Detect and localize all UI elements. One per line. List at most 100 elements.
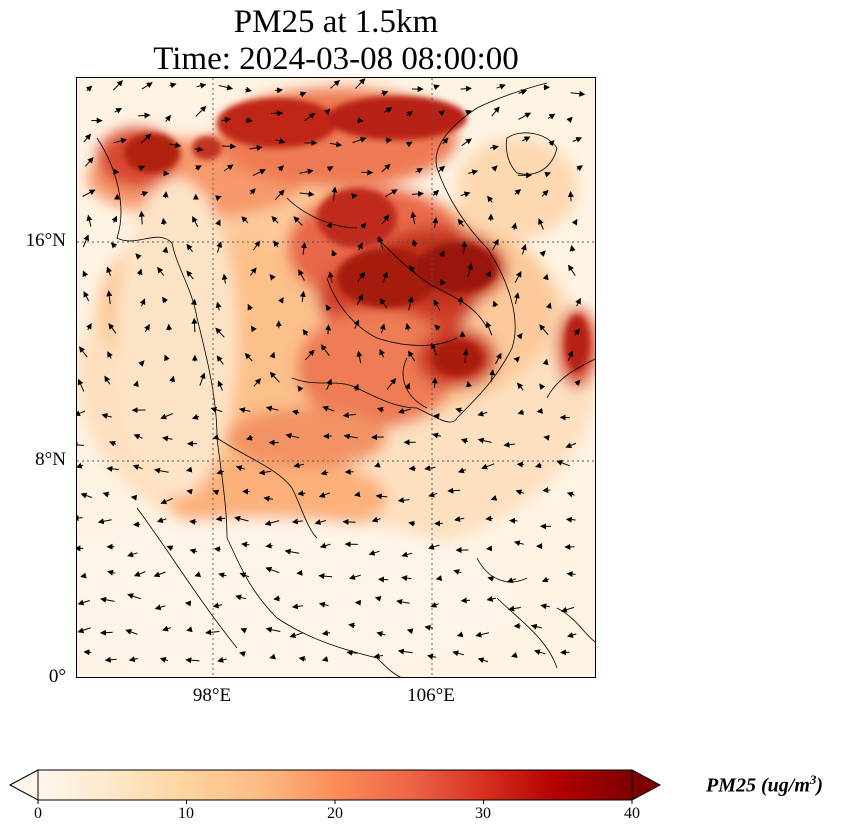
wind-arrow [432,432,442,439]
wind-arrow [572,137,583,143]
wind-arrow [355,78,366,89]
wind-arrow [253,240,261,251]
wind-arrow [485,515,493,522]
wind-arrow [298,269,305,281]
wind-arrow [411,190,424,197]
wind-arrow [162,296,168,304]
wind-arrow [357,271,366,282]
wind-arrow [327,271,334,283]
wind-arrow [397,648,413,655]
wind-arrow [567,191,574,202]
wind-arrow [164,114,172,122]
wind-arrow [265,542,273,549]
wind-arrow [433,84,440,91]
wind-arrow [160,413,173,420]
wind-arrow [434,324,441,331]
wind-arrow [163,170,170,177]
wind-arrow [128,656,139,663]
wind-arrow [212,489,220,496]
wind-arrow [258,469,272,476]
wind-arrow [265,405,279,412]
wind-arrow [109,440,117,447]
wind-arrow [438,250,445,258]
wind-arrow [460,597,471,604]
wind-arrow [246,434,253,441]
wind-arrow [481,463,495,470]
wind-arrow [194,146,204,153]
wind-arrow [269,351,276,359]
wind-arrow [351,193,358,200]
wind-arrow [356,293,363,306]
wind-arrow [566,491,575,498]
wind-arrow [166,323,173,331]
wind-arrow [408,265,417,275]
wind-arrow [407,350,416,362]
wind-arrow [217,656,227,663]
wind-arrow [252,169,266,176]
wind-arrow [513,356,520,363]
wind-arrow [485,321,493,336]
wind-arrow [77,599,90,606]
wind-arrow [299,91,307,98]
wind-arrow [265,566,280,574]
wind-arrow [127,593,141,600]
wind-arrow [349,574,361,580]
wind-arrow [169,142,182,149]
wind-arrow [541,189,549,197]
wind-arrow [319,542,331,549]
wind-arrow [566,571,576,578]
wind-arrow [162,246,169,253]
wind-arrow [77,515,83,521]
wind-arrow [244,352,253,362]
wind-arrow [190,298,197,306]
wind-arrow [460,438,469,444]
wind-arrow [291,603,303,610]
colorbar-tick-10: 10 [178,805,194,822]
wind-arrow [107,569,116,576]
wind-arrow [133,571,146,577]
wind-arrow [320,469,329,476]
wind-arrow [224,164,234,172]
wind-arrow [133,434,143,440]
wind-arrow [406,110,414,117]
wind-arrow [325,324,332,335]
wind-arrow [216,355,224,365]
wind-arrow [518,89,528,95]
wind-arrow [379,348,385,358]
lon-label-98e: 98°E [192,685,232,706]
wind-arrow [376,631,386,637]
wind-arrow [535,462,542,469]
wind-arrow [293,216,303,226]
wind-arrow [297,385,304,392]
wind-arrow [253,378,262,387]
wind-arrow [299,191,315,198]
wind-arrow [467,263,473,277]
wind-arrow [127,551,138,558]
wind-arrow [269,371,280,383]
wind-arrow [186,488,193,495]
wind-arrow [357,117,364,124]
wind-arrow [323,108,331,116]
wind-arrow [235,594,247,601]
colorbar-tick-40: 40 [624,805,640,822]
wind-arrow [110,242,118,249]
wind-arrow [432,189,440,197]
wind-arrow [322,405,335,412]
wind-arrow [293,462,304,469]
wind-arrow [536,407,543,414]
wind-arrow [383,107,393,113]
wind-arrow [215,327,225,338]
wind-arrow [381,163,391,173]
wind-arrow [265,626,281,633]
wind-arrow [217,380,224,391]
wind-arrow [299,290,306,303]
wind-arrow [140,191,149,197]
wind-arrow [461,240,468,255]
wind-arrow [320,344,330,356]
wind-arrow [406,628,414,635]
wind-arrow [77,462,84,469]
wind-arrow [113,80,123,91]
wind-arrow [77,378,85,392]
wind-arrow [318,492,331,498]
wind-arrow [80,572,87,579]
